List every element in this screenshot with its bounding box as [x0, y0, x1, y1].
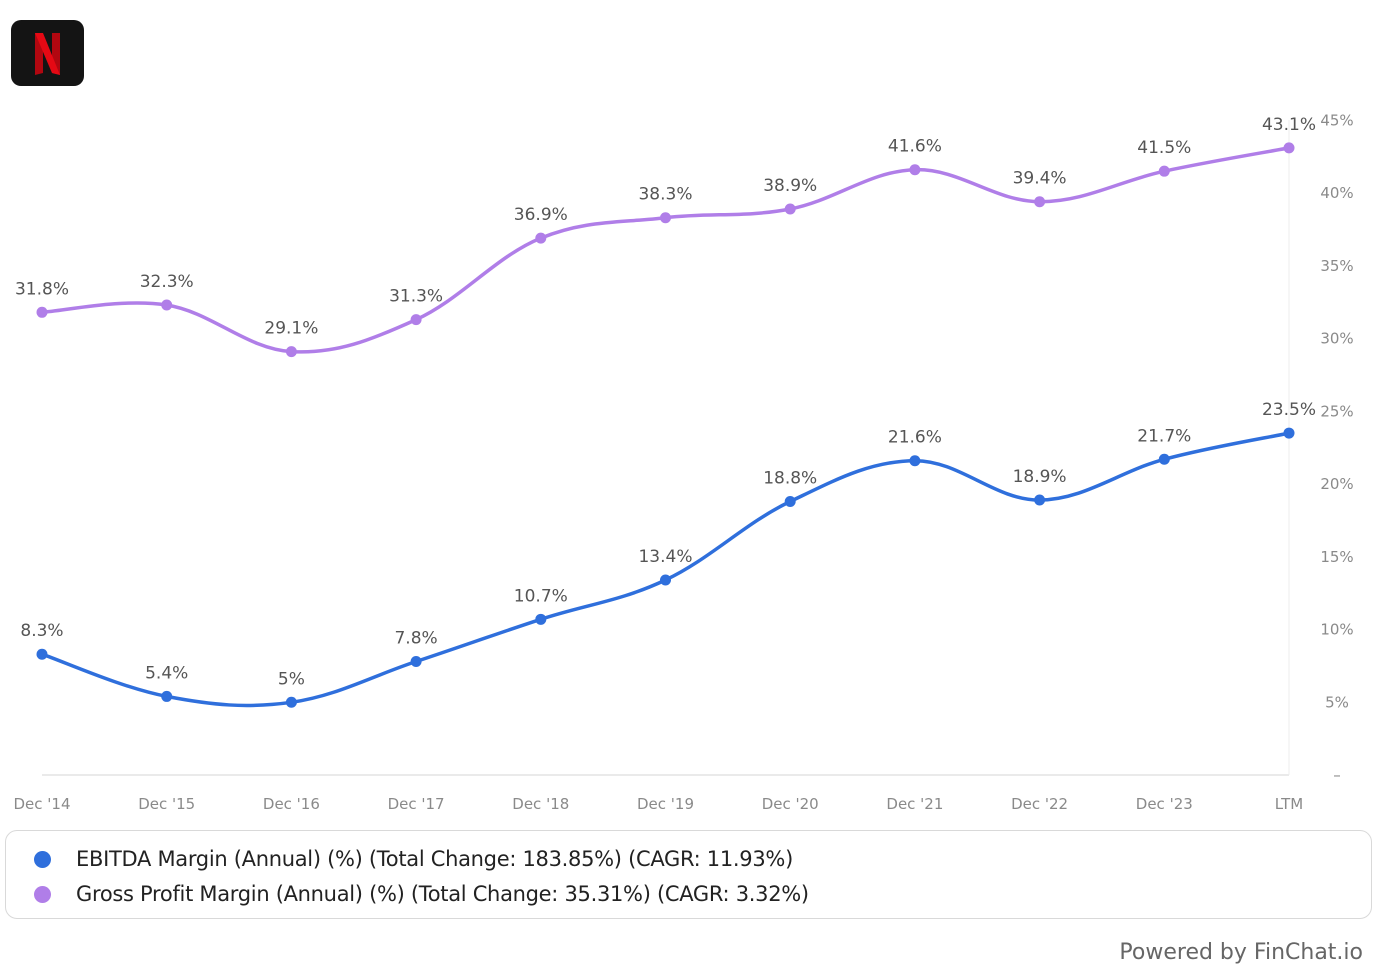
x-tick-label: Dec '17 [388, 795, 445, 813]
y-tick-label: – [1333, 766, 1341, 784]
ebitda-point[interactable] [1034, 494, 1046, 506]
gross-point[interactable] [36, 306, 48, 318]
series-layer [36, 142, 1295, 708]
ebitda-data-label: 21.7% [1137, 426, 1191, 446]
gross-point[interactable] [161, 299, 173, 311]
x-tick-label: Dec '21 [886, 795, 943, 813]
ebitda-data-label: 18.9% [1013, 467, 1067, 487]
x-tick-label: Dec '22 [1011, 795, 1068, 813]
y-tick-label: 35% [1320, 257, 1353, 275]
ebitda-data-label: 8.3% [20, 621, 63, 641]
x-tick-label: Dec '19 [637, 795, 694, 813]
gross-point[interactable] [660, 212, 671, 224]
ebitda-point[interactable] [285, 696, 297, 708]
ebitda-point[interactable] [161, 690, 173, 702]
netflix-n-icon [35, 33, 60, 75]
legend-marker-ebitda [34, 850, 51, 868]
ebitda-point[interactable] [1158, 453, 1170, 465]
x-tick-label: Dec '15 [138, 795, 195, 813]
legend: EBITDA Margin (Annual) (%) (Total Change… [5, 830, 1372, 919]
y-axis-ticks: – 5% 10% 15% 20% 25% 30% 35% 40% 45% [1320, 111, 1353, 784]
ebitda-data-label: 13.4% [638, 547, 692, 567]
gross-point[interactable] [1158, 165, 1170, 177]
gross-point[interactable] [285, 346, 297, 358]
ebitda-point[interactable] [36, 648, 48, 660]
line-chart: 8.3% 5.4% 5% 7.8% 10.7% 13.4% 18.8% 21.6% 18.9% 2… [13, 111, 1353, 813]
ebitda-data-label: 7.8% [394, 629, 437, 649]
x-axis-ticks: Dec '14 Dec '15 Dec '16 Dec '17 Dec '18 Dec '… [13, 795, 1303, 813]
x-tick-label: Dec '23 [1136, 795, 1193, 813]
gross-data-label: 38.3% [638, 185, 692, 205]
y-tick-label: 30% [1320, 330, 1353, 348]
ebitda-point[interactable] [909, 455, 921, 467]
y-tick-label: 10% [1320, 621, 1353, 639]
gross-series-line [40, 146, 1291, 354]
ebitda-data-label: 21.6% [888, 428, 942, 448]
ebitda-data-label: 10.7% [514, 586, 568, 606]
x-tick-label: Dec '16 [263, 795, 320, 813]
ebitda-point[interactable] [410, 656, 422, 668]
ebitda-data-label: 23.5% [1262, 400, 1316, 420]
ebitda-point[interactable] [535, 613, 547, 625]
gross-data-label: 32.3% [140, 272, 194, 292]
ebitda-point[interactable] [1283, 427, 1295, 439]
gross-point[interactable] [1034, 196, 1046, 208]
gross-point[interactable] [909, 164, 921, 176]
netflix-logo [11, 20, 84, 86]
gross-data-label: 43.1% [1262, 115, 1316, 135]
y-tick-label: 20% [1320, 475, 1353, 493]
legend-label-ebitda: EBITDA Margin (Annual) (%) (Total Change… [76, 847, 793, 871]
y-tick-label: 25% [1320, 402, 1353, 420]
ebitda-series-line [40, 431, 1291, 708]
y-tick-label: 45% [1320, 111, 1353, 129]
gross-point[interactable] [784, 203, 796, 215]
ebitda-point[interactable] [784, 495, 796, 507]
x-tick-label: Dec '20 [762, 795, 819, 813]
ebitda-data-label: 5% [278, 669, 305, 689]
y-tick-label: 5% [1325, 693, 1349, 711]
gross-point[interactable] [1283, 142, 1295, 154]
powered-by-text: Powered by FinChat.io [1119, 940, 1363, 965]
gross-data-label: 41.5% [1137, 138, 1191, 158]
gross-data-label: 41.6% [888, 137, 942, 157]
y-tick-label: 40% [1320, 184, 1353, 202]
x-tick-label: Dec '18 [512, 795, 569, 813]
gross-data-label: 29.1% [264, 319, 318, 339]
legend-item-ebitda[interactable]: EBITDA Margin (Annual) (%) (Total Change… [34, 847, 793, 871]
legend-item-gross-profit[interactable]: Gross Profit Margin (Annual) (%) (Total … [34, 882, 809, 906]
gross-data-label: 39.4% [1013, 169, 1067, 189]
legend-label-gross-profit: Gross Profit Margin (Annual) (%) (Total … [76, 882, 809, 906]
ebitda-data-label: 18.8% [763, 468, 817, 488]
gross-point[interactable] [410, 314, 422, 326]
ebitda-data-label: 5.4% [145, 663, 188, 683]
gross-data-label: 36.9% [514, 205, 568, 225]
gross-data-label: 31.3% [389, 287, 443, 307]
x-tick-label: Dec '14 [13, 795, 70, 813]
gross-data-label: 31.8% [15, 279, 69, 299]
y-tick-label: 15% [1320, 548, 1353, 566]
x-tick-label: LTM [1275, 795, 1303, 813]
data-label-layer: 8.3% 5.4% 5% 7.8% 10.7% 13.4% 18.8% 21.6% 18.9% 2… [15, 115, 1316, 689]
gross-point[interactable] [535, 232, 547, 244]
legend-marker-gross-profit [34, 885, 51, 903]
gross-data-label: 38.9% [763, 176, 817, 196]
ebitda-point[interactable] [660, 574, 671, 586]
